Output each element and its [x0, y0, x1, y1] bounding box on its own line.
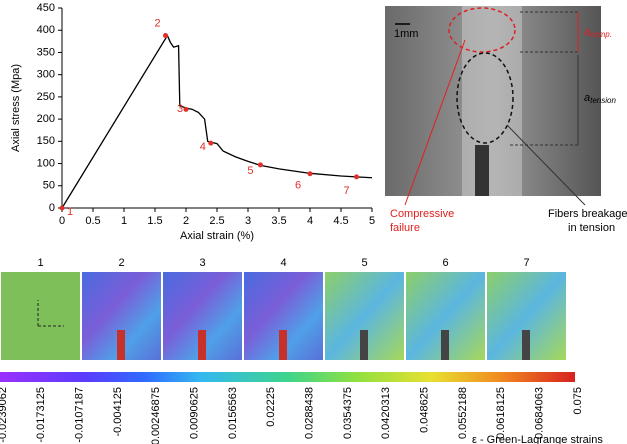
stress-curve: [61, 34, 373, 209]
notch: [475, 145, 489, 196]
x-tick-label: 3: [245, 215, 251, 227]
y-tick-label: 300: [37, 69, 55, 81]
stage-point: [354, 174, 359, 180]
x-tick-label: 2: [183, 215, 189, 227]
stage-point: [183, 106, 189, 112]
colorbar-label: -0.004125: [112, 387, 124, 437]
colorbar-title: ε - Green-Lagrange strains: [472, 434, 603, 444]
x-axis-label: Axial strain (%): [180, 230, 254, 242]
colorbar-label: 0.0354375: [342, 387, 354, 439]
a-tension: atension: [584, 92, 616, 105]
damage-zone: [462, 6, 522, 196]
scale-label: 1mm: [394, 28, 418, 40]
colorbar-label: 0.0552188: [457, 387, 469, 439]
x-tick-label: 1: [121, 215, 127, 227]
stage-label: 6: [295, 180, 301, 192]
stage-label: 7: [343, 185, 349, 197]
colorbar-label: 0.048625: [419, 387, 431, 433]
y-tick-label: 0: [49, 202, 55, 214]
notch: [117, 330, 125, 360]
stage-point: [307, 171, 313, 177]
stage-label: 4: [200, 141, 206, 153]
stage-label: 2: [154, 17, 160, 29]
colorbar-label: 0.0288438: [304, 387, 316, 439]
y-axis-label: Axial stress (Mpa): [10, 64, 22, 152]
comp-ellipse: [448, 7, 516, 53]
y-tick-label: 150: [37, 135, 55, 147]
panel-label: 5: [361, 257, 367, 269]
stage-label: 1: [67, 206, 73, 218]
colorbar: [0, 372, 575, 382]
panel-label: 3: [199, 257, 205, 269]
x-tick-label: 1.5: [147, 215, 162, 227]
stage-point: [208, 140, 214, 146]
stage-label: 5: [247, 165, 253, 177]
annotation: Fibers breakage: [548, 208, 627, 220]
colorbar-label: -0.0239062: [0, 387, 9, 443]
colorbar-label: 0.00246875: [150, 387, 162, 444]
panel-label: 4: [280, 257, 286, 269]
panel-label: 7: [523, 257, 529, 269]
a-comp: acomp.: [584, 26, 612, 39]
dic-panel: [1, 272, 80, 360]
annotation: Compressive: [390, 208, 454, 220]
y-tick-label: 400: [37, 24, 55, 36]
colorbar-label: -0.0107187: [74, 387, 86, 443]
notch: [198, 330, 206, 360]
x-tick-label: 4: [307, 215, 313, 227]
colorbar-label: 0.0684063: [534, 387, 546, 439]
colorbar-label: -0.0173125: [35, 387, 47, 443]
y-tick-label: 250: [37, 91, 55, 103]
tension-ellipse: [456, 52, 514, 144]
x-tick-label: 0.5: [85, 215, 100, 227]
x-tick-label: 4.5: [333, 215, 348, 227]
annotation: failure: [390, 222, 420, 234]
y-tick-label: 100: [37, 157, 55, 169]
stage-point: [59, 205, 65, 211]
notch: [279, 330, 287, 360]
y-tick-label: 200: [37, 113, 55, 125]
panel-label: 6: [442, 257, 448, 269]
stage-point: [257, 162, 263, 168]
colorbar-label: 0.0420313: [380, 387, 392, 439]
y-tick-label: 450: [37, 2, 55, 14]
notch: [360, 330, 368, 360]
colorbar-label: 0.075: [572, 387, 584, 415]
colorbar-label: 0.0090625: [189, 387, 201, 439]
notch: [441, 330, 449, 360]
x-tick-label: 2.5: [209, 215, 224, 227]
panel-row: 1 2 3 4 5 6 7: [1, 257, 566, 360]
pointer: [506, 124, 586, 206]
x-tick-label: 0: [59, 215, 65, 227]
panel-label: 1: [37, 257, 43, 269]
annotation: in tension: [568, 222, 615, 234]
notch: [522, 330, 530, 360]
colorbar-label: 0.0618125: [495, 387, 507, 439]
y-tick-label: 50: [43, 180, 55, 192]
y-tick-label: 350: [37, 46, 55, 58]
pointer: [404, 39, 466, 206]
colorbar-label: 0.0156563: [227, 387, 239, 439]
x-tick-label: 5: [369, 215, 375, 227]
stage-label: 3: [177, 103, 183, 115]
stage-point: [163, 33, 169, 39]
colorbar-label: 0.02225: [265, 387, 277, 427]
panel-label: 2: [118, 257, 124, 269]
x-tick-label: 3.5: [271, 215, 286, 227]
